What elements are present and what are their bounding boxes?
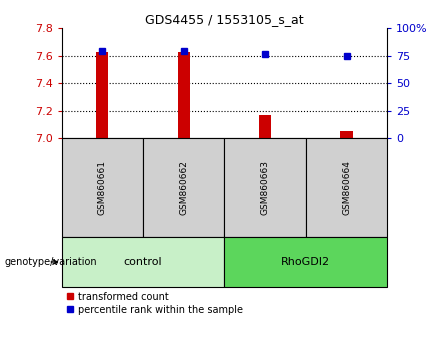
Bar <box>259 115 271 138</box>
Bar <box>143 138 224 237</box>
Text: GSM860663: GSM860663 <box>260 160 270 215</box>
Text: genotype/variation: genotype/variation <box>4 257 97 267</box>
Bar <box>341 131 352 138</box>
Bar <box>62 138 143 237</box>
Bar <box>178 52 190 138</box>
Legend: transformed count, percentile rank within the sample: transformed count, percentile rank withi… <box>66 292 243 314</box>
Text: GSM860662: GSM860662 <box>179 160 188 215</box>
Bar <box>224 237 387 287</box>
Text: GSM860661: GSM860661 <box>98 160 107 215</box>
Text: RhoGDI2: RhoGDI2 <box>281 257 330 267</box>
Text: control: control <box>124 257 162 267</box>
Title: GDS4455 / 1553105_s_at: GDS4455 / 1553105_s_at <box>145 13 304 26</box>
Bar <box>62 237 224 287</box>
Text: GSM860664: GSM860664 <box>342 160 351 215</box>
Bar <box>224 138 306 237</box>
Bar <box>96 52 108 138</box>
Bar <box>306 138 387 237</box>
